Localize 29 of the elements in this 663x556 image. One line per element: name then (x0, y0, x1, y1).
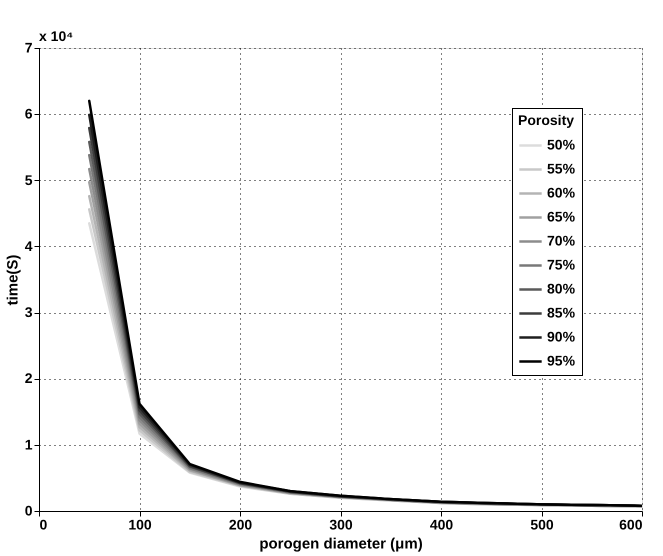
y-tick-label: 3 (24, 304, 33, 320)
y-tick-label: 0 (24, 502, 33, 518)
text: x 10⁴ (39, 28, 74, 44)
x-axis-title: porogen diameter (μm) (259, 536, 423, 552)
y-tick-label: 1 (24, 436, 33, 452)
legend-label: 50% (547, 136, 576, 152)
x-tick-label: 500 (530, 516, 554, 532)
x-tick-label: 100 (128, 516, 152, 532)
legend-label: 90% (547, 328, 576, 344)
legend-label: 85% (547, 304, 576, 320)
y-tick-label: 6 (24, 106, 33, 122)
legend-label: 60% (547, 184, 576, 200)
legend-label: 55% (547, 160, 576, 176)
legend-label: 65% (547, 208, 576, 224)
x-tick-label: 0 (40, 516, 48, 532)
y-axis-title: time(S) (4, 254, 22, 306)
y-tick-label: 4 (24, 238, 33, 254)
y-tick-label: 5 (24, 172, 33, 188)
y-tick-label: 7 (24, 40, 33, 56)
x-tick-label: 200 (228, 516, 252, 532)
x-tick-label: 300 (329, 516, 353, 532)
legend-title: Porosity (518, 112, 574, 128)
legend-label: 75% (547, 256, 576, 272)
x-tick-label: 600 (619, 516, 643, 532)
legend-label: 95% (547, 352, 576, 368)
legend-label: 70% (547, 232, 576, 248)
y-tick-label: 2 (24, 370, 33, 386)
legend-label: 80% (547, 280, 576, 296)
x-tick-label: 400 (430, 516, 454, 532)
